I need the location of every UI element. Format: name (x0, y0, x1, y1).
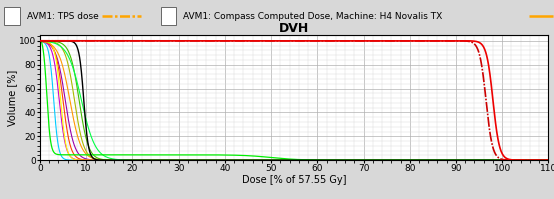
Y-axis label: Volume [%]: Volume [%] (7, 69, 17, 126)
Text: AVM1: Compass Computed Dose, Machine: H4 Novalis TX: AVM1: Compass Computed Dose, Machine: H4… (183, 12, 442, 21)
Title: DVH: DVH (279, 22, 309, 35)
Text: ✓: ✓ (166, 13, 171, 20)
Text: AVM1: TPS dose: AVM1: TPS dose (27, 12, 99, 21)
Text: ✓: ✓ (9, 13, 15, 20)
X-axis label: Dose [% of 57.55 Gy]: Dose [% of 57.55 Gy] (242, 175, 346, 185)
FancyBboxPatch shape (161, 7, 176, 25)
FancyBboxPatch shape (4, 7, 20, 25)
